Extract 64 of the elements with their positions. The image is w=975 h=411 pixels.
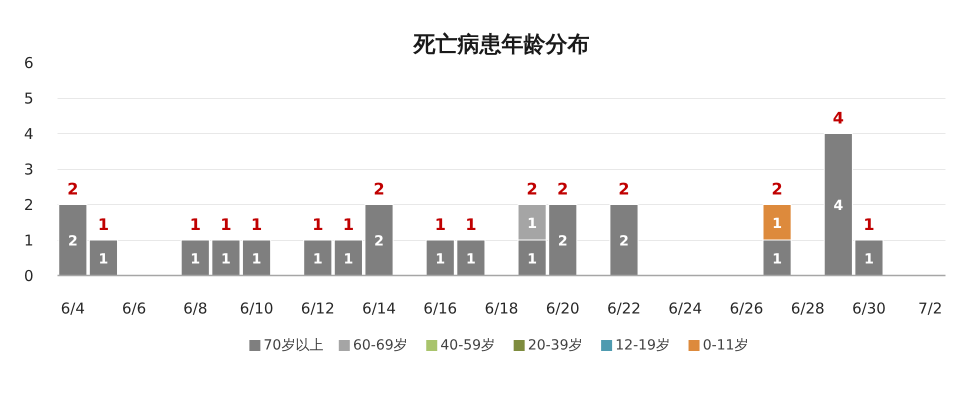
chart-title: 死亡病患年龄分布 [412,32,590,58]
legend-label: 0-11岁 [702,338,748,354]
total-label: 2 [526,180,538,198]
x-tick-label: 6/18 [484,300,518,318]
total-label: 1 [312,215,324,234]
data-label: 1 [864,251,874,268]
data-label: 1 [772,251,782,268]
data-label: 1 [190,251,200,268]
x-tick-label: 6/26 [730,300,764,318]
data-label: 1 [98,251,108,268]
legend-label: 40-59岁 [440,338,496,354]
data-label: 2 [374,234,384,250]
legend-label: 70岁以上 [264,338,324,354]
legend-label: 12-19岁 [615,338,670,354]
total-label: 2 [67,180,78,198]
total-label: 1 [863,215,875,234]
data-label: 2 [68,234,78,250]
total-label: 1 [220,215,232,234]
x-tick-label: 6/20 [546,300,580,318]
y-tick-label: 2 [24,196,34,214]
total-label: 1 [342,215,354,234]
x-tick-label: 6/4 [60,300,85,318]
total-label: 1 [98,215,110,234]
data-label: 1 [344,251,354,268]
x-tick-label: 6/6 [122,300,146,318]
y-tick-label: 6 [24,54,34,72]
data-label: 1 [312,251,323,268]
legend-label: 20-39岁 [528,338,583,354]
data-label: 1 [466,251,476,268]
data-label: 4 [833,198,844,214]
data-label: 1 [772,216,782,232]
x-tick-label: 6/16 [423,300,458,318]
x-tick-label: 6/28 [790,300,825,318]
total-label: 1 [250,215,262,234]
x-tick-label: 6/14 [362,300,396,318]
total-label: 1 [465,215,476,234]
total-label: 2 [373,180,385,198]
bar [609,204,639,276]
data-label: 1 [435,251,446,268]
x-tick-label: 6/8 [183,300,208,318]
x-tick-label: 6/22 [607,300,641,318]
y-tick-label: 1 [24,232,34,250]
data-label: 1 [527,251,537,268]
y-tick-label: 5 [24,90,34,108]
total-label: 2 [772,180,783,198]
total-label: 2 [557,180,568,198]
data-label: 1 [221,251,231,268]
x-tick-label: 6/12 [300,300,335,318]
legend-label: 60-69岁 [352,338,408,354]
total-label: 4 [832,108,844,128]
data-label: 2 [619,234,629,250]
data-label: 2 [558,234,568,250]
data-label: 1 [527,216,537,232]
total-label: 2 [618,180,630,198]
y-tick-label: 0 [24,267,34,285]
total-label: 1 [434,215,446,234]
data-label: 1 [252,251,262,268]
x-tick-label: 7/2 [918,300,942,318]
x-tick-label: 6/24 [668,300,702,318]
total-label: 1 [190,215,201,234]
x-tick-label: 6/30 [852,300,886,318]
y-tick-label: 4 [24,125,34,143]
y-tick-label: 3 [24,160,34,178]
x-tick-label: 6/10 [240,300,274,318]
